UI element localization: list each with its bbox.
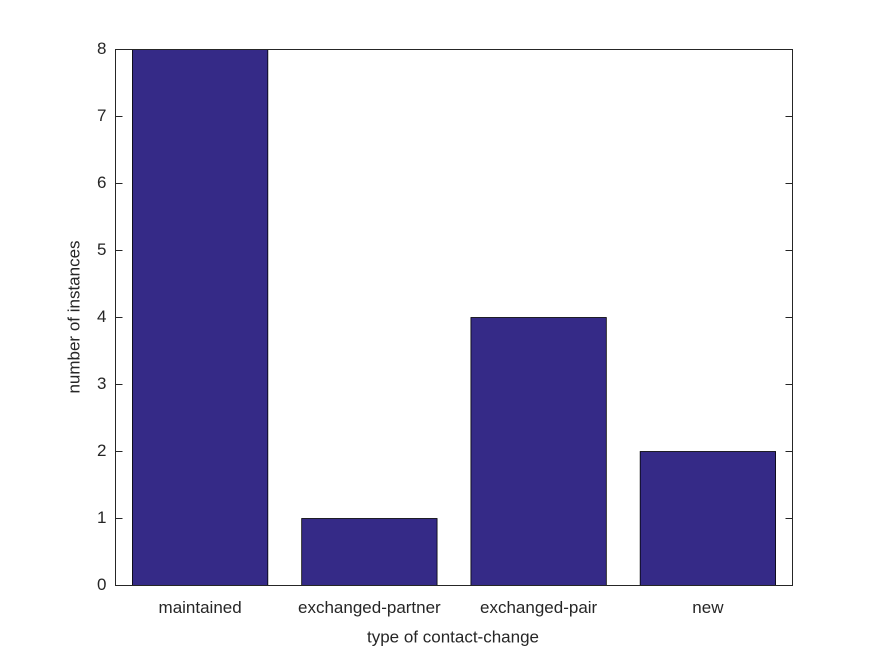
- bar: [132, 49, 269, 586]
- x-tick-label: new: [692, 598, 724, 617]
- bar: [639, 451, 776, 586]
- y-tick-label: 6: [97, 173, 106, 192]
- y-axis-label: number of instances: [64, 240, 83, 393]
- x-axis-label: type of contact-change: [367, 627, 539, 646]
- y-tick-label: 3: [97, 374, 106, 393]
- x-tick-label: maintained: [159, 598, 242, 617]
- y-tick-label: 5: [97, 240, 106, 259]
- y-tick-label: 7: [97, 106, 106, 125]
- y-tick-label: 8: [97, 39, 106, 58]
- y-tick-label: 4: [97, 307, 106, 326]
- x-tick-label: exchanged-partner: [298, 598, 441, 617]
- y-tick-label: 1: [97, 508, 106, 527]
- y-tick-label: 2: [97, 441, 106, 460]
- y-tick-label: 0: [97, 575, 106, 594]
- bar: [301, 518, 438, 586]
- bar: [470, 317, 607, 586]
- x-tick-label: exchanged-pair: [480, 598, 598, 617]
